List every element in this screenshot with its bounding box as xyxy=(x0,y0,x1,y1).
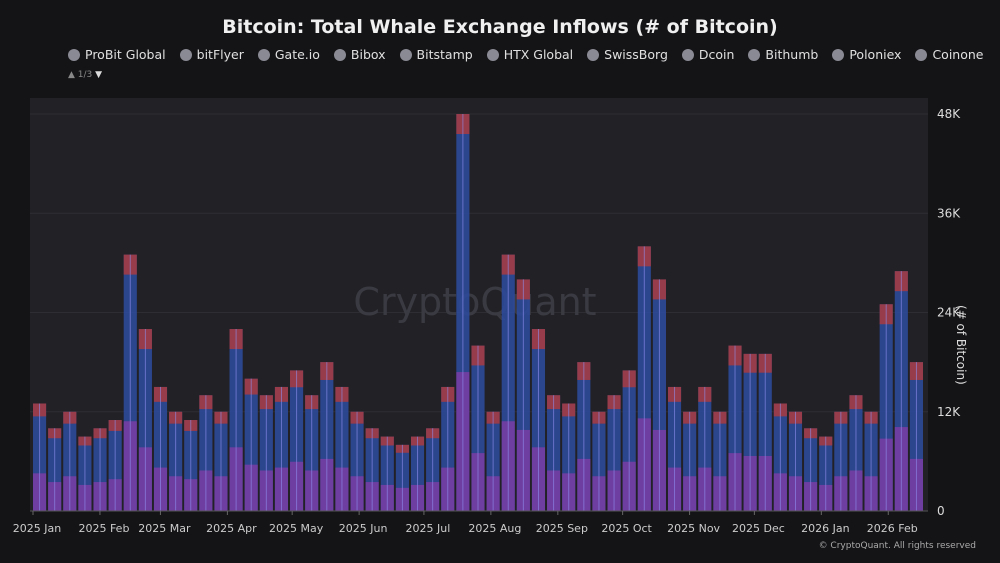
legend-item[interactable]: Bitstamp xyxy=(399,47,473,62)
legend-marker-icon xyxy=(748,48,761,61)
legend-label: Bithumb xyxy=(765,47,819,62)
legend-prev-icon[interactable]: ▲ xyxy=(68,70,75,80)
x-tick-label: 2026 Jan xyxy=(801,522,849,535)
legend-item[interactable]: Coinone xyxy=(915,47,984,62)
legend-marker-icon xyxy=(333,48,346,61)
legend-marker-icon xyxy=(68,48,80,61)
legend-label: Coinone xyxy=(932,47,984,62)
x-tick-label: 2025 Nov xyxy=(667,522,720,535)
legend-label: Dcoin xyxy=(698,47,735,62)
legend-item[interactable]: Poloniex xyxy=(832,47,901,62)
legend-label: Bibox xyxy=(350,47,386,62)
legend-item[interactable]: Gate.io xyxy=(257,47,320,62)
x-tick-label: 2025 Jun xyxy=(339,522,388,535)
legend-marker-icon xyxy=(179,48,192,61)
legend-item[interactable]: Bithumb xyxy=(748,47,818,62)
x-tick-label: 2025 Oct xyxy=(601,522,652,535)
x-tick-label: 2025 Sep xyxy=(536,522,588,535)
legend-label: ProBit Global xyxy=(85,47,166,62)
legend-item[interactable]: SwissBorg xyxy=(587,47,668,62)
legend-item[interactable]: ProBit Global xyxy=(68,47,166,62)
legend-marker-icon xyxy=(681,48,694,61)
legend-marker-icon xyxy=(486,48,499,61)
x-tick-label: 2025 Aug xyxy=(468,522,521,535)
y-tick-label: 24K xyxy=(937,306,961,320)
legend-pager[interactable]: ▲ 1/3 ▼ xyxy=(68,70,102,80)
legend-next-icon[interactable]: ▼ xyxy=(95,70,103,80)
legend-label: Poloniex xyxy=(849,47,902,62)
legend-label: HTX Global xyxy=(503,47,574,62)
legend-item[interactable]: Dcoin xyxy=(681,47,735,62)
legend-item[interactable]: bitFlyer xyxy=(179,47,244,62)
legend-marker-icon xyxy=(257,48,270,61)
x-tick-label: 2026 Feb xyxy=(867,522,918,535)
legend-marker-icon xyxy=(399,48,412,61)
x-tick-label: 2025 Dec xyxy=(732,522,785,535)
x-tick-label: 2025 Feb xyxy=(78,522,129,535)
x-tick-label: 2025 Jan xyxy=(13,522,61,535)
y-tick-label: 12K xyxy=(937,405,961,419)
legend-label: Bitstamp xyxy=(416,47,473,62)
y-tick-label: 36K xyxy=(937,206,961,220)
watermark: CryptoQuant xyxy=(353,280,596,324)
legend-item[interactable]: HTX Global xyxy=(486,47,574,62)
legend-page: 1/3 xyxy=(77,70,93,80)
x-tick-label: 2025 May xyxy=(269,522,324,535)
x-tick-label: 2025 Mar xyxy=(138,522,191,535)
y-tick-label: 0 xyxy=(937,504,945,518)
legend-label: SwissBorg xyxy=(604,47,668,62)
legend-label: Gate.io xyxy=(274,47,320,62)
legend-item[interactable]: Bibox xyxy=(333,47,386,62)
x-tick-label: 2025 Jul xyxy=(406,522,451,535)
legend: ProBit Global bitFlyer Gate.io Bibox Bitstam… xyxy=(68,47,984,62)
y-tick-label: 48K xyxy=(937,107,961,121)
x-tick-label: 2025 Apr xyxy=(206,522,257,535)
legend-label: bitFlyer xyxy=(196,47,244,62)
chart-title: Bitcoin: Total Whale Exchange Inflows (#… xyxy=(222,16,778,38)
legend-marker-icon xyxy=(832,48,845,61)
y-axis-label: (# of Bitcoin) xyxy=(954,305,968,385)
copyright: © CryptoQuant. All rights reserved xyxy=(818,541,976,551)
legend-marker-icon xyxy=(587,48,600,61)
legend-marker-icon xyxy=(915,48,928,61)
